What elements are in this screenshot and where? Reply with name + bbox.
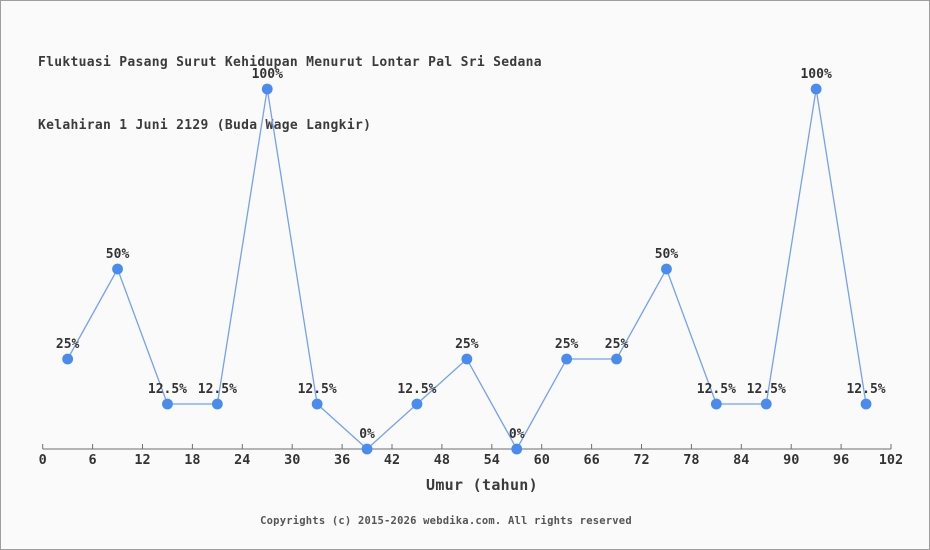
data-point [611,353,622,365]
x-tick-label: 36 [334,452,350,468]
data-point-label: 0% [359,427,375,442]
x-tick-label: 48 [434,452,450,468]
data-point-label: 12.5% [198,382,237,397]
data-point-label: 100% [252,67,283,82]
data-point-label: 100% [800,67,831,82]
data-point [860,398,872,410]
x-tick-label: 24 [234,452,250,468]
data-point [760,398,772,410]
chart-title: Fluktuasi Pasang Surut Kehidupan Menurut… [38,55,542,70]
data-point [162,398,173,410]
data-point-label: 25% [56,337,80,352]
x-tick-label: 30 [284,452,300,468]
data-point [361,443,373,455]
x-axis-label: Umur (tahun) [426,476,538,494]
data-point [411,398,423,410]
data-point [810,83,822,95]
data-point [661,263,672,275]
data-point [211,398,223,410]
data-point-label: 50% [106,247,130,262]
chart-title-block: Fluktuasi Pasang Surut Kehidupan Menurut… [38,10,542,178]
chart-subtitle: Kelahiran 1 Juni 2129 (Buda Wage Langkir… [38,118,372,133]
data-point-label: 25% [455,337,479,352]
data-point-label: 25% [555,337,579,352]
data-point [561,353,573,365]
data-point [62,353,74,365]
x-tick-label: 60 [534,452,550,468]
data-point-label: 0% [509,427,525,442]
x-tick-label: 66 [583,452,599,468]
x-tick-label: 42 [384,452,400,468]
x-tick-label: 78 [683,452,699,468]
data-point [311,398,323,410]
data-point-label: 50% [655,247,679,262]
x-tick-label: 12 [134,452,150,468]
x-tick-label: 0 [39,452,47,468]
x-tick-label: 72 [633,452,649,468]
data-point-label: 25% [605,337,629,352]
footer-copyright: Copyrights (c) 2015-2026 webdika.com. Al… [260,515,632,527]
x-tick-label: 102 [879,452,903,468]
data-point-label: 12.5% [846,382,885,397]
data-point-label: 12.5% [397,382,436,397]
x-tick-label: 96 [833,452,849,468]
x-tick-label: 6 [89,452,97,468]
data-point [261,83,273,95]
data-point-label: 12.5% [747,382,786,397]
data-point-label: 12.5% [298,382,337,397]
data-point [511,443,523,455]
data-point [112,263,123,275]
x-tick-label: 84 [733,452,749,468]
x-tick-label: 18 [184,452,200,468]
x-tick-label: 90 [783,452,799,468]
data-point [461,353,473,365]
data-point-label: 12.5% [148,382,187,397]
data-point-label: 12.5% [697,382,736,397]
data-point [710,398,722,410]
x-tick-label: 54 [484,452,500,468]
